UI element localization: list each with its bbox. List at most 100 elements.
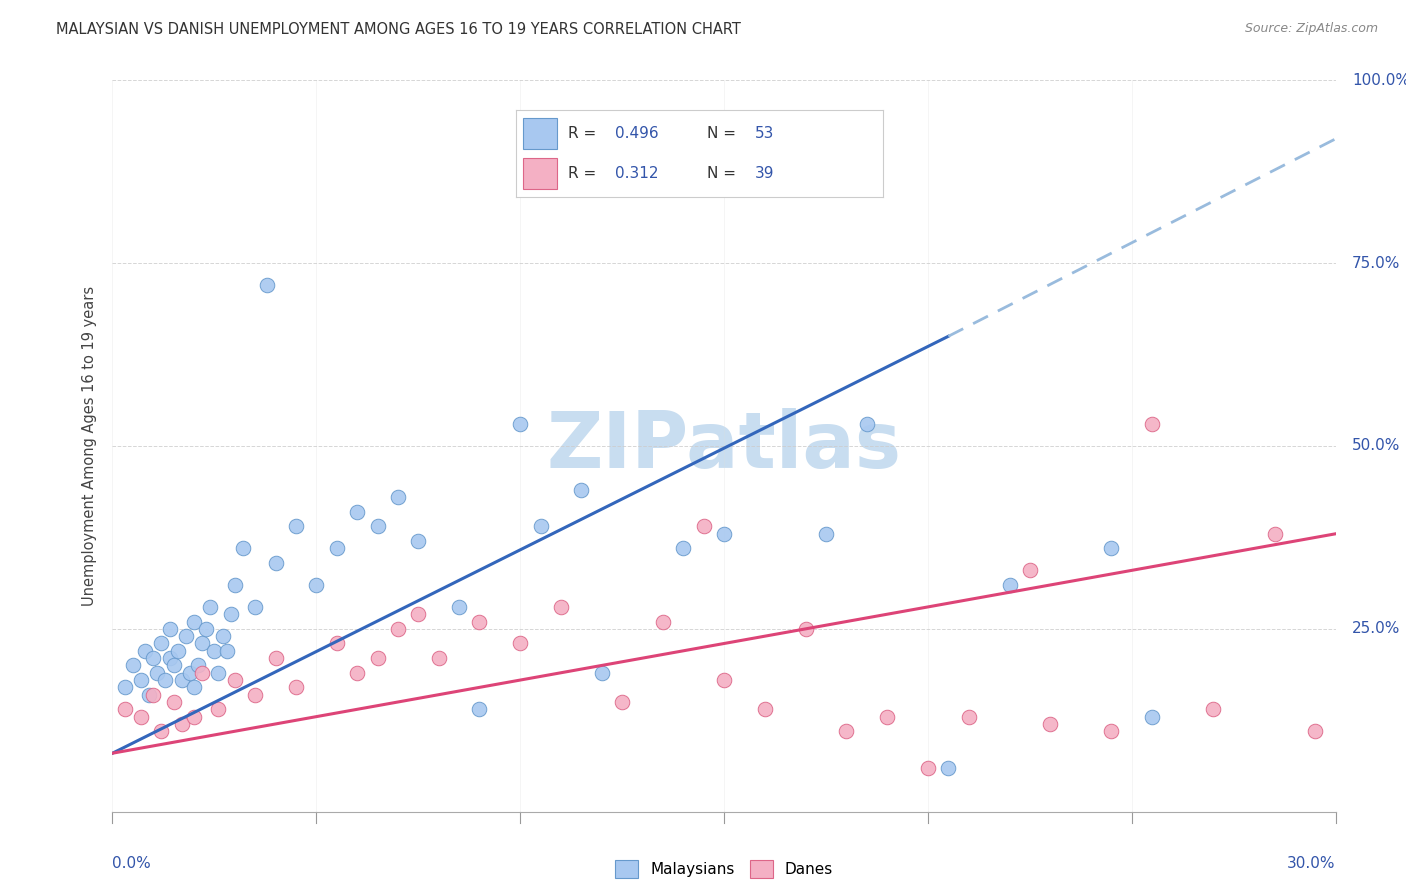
Point bbox=[957, 709, 980, 723]
Point bbox=[142, 651, 165, 665]
Text: 0.0%: 0.0% bbox=[112, 855, 152, 871]
Point bbox=[183, 709, 205, 723]
Point bbox=[1142, 709, 1164, 723]
Point bbox=[346, 505, 368, 519]
Point bbox=[187, 658, 209, 673]
Point bbox=[713, 526, 735, 541]
Point bbox=[876, 709, 898, 723]
Point bbox=[571, 483, 593, 497]
Point bbox=[256, 278, 278, 293]
Point bbox=[159, 651, 181, 665]
Point bbox=[794, 622, 817, 636]
Point bbox=[835, 724, 858, 739]
Point bbox=[998, 578, 1021, 592]
Point bbox=[529, 519, 551, 533]
Point bbox=[754, 702, 776, 716]
Point bbox=[150, 724, 173, 739]
Point bbox=[207, 665, 229, 680]
Point bbox=[1142, 417, 1164, 431]
Point bbox=[138, 688, 160, 702]
Point bbox=[652, 615, 675, 629]
Point bbox=[855, 417, 877, 431]
Point bbox=[174, 629, 197, 643]
Point bbox=[142, 688, 165, 702]
Point bbox=[207, 702, 229, 716]
Point bbox=[284, 681, 308, 695]
Point bbox=[387, 622, 409, 636]
Point bbox=[183, 615, 205, 629]
Point bbox=[264, 651, 287, 665]
Point bbox=[245, 688, 267, 702]
Point bbox=[610, 695, 633, 709]
Point bbox=[155, 673, 177, 687]
Point bbox=[550, 599, 572, 614]
Point bbox=[591, 665, 613, 680]
Point bbox=[200, 599, 222, 614]
Point bbox=[936, 761, 959, 775]
Point bbox=[427, 651, 450, 665]
Point bbox=[1264, 526, 1286, 541]
Text: Source: ZipAtlas.com: Source: ZipAtlas.com bbox=[1244, 22, 1378, 36]
Point bbox=[114, 702, 136, 716]
Point bbox=[284, 519, 308, 533]
Point bbox=[163, 695, 186, 709]
Text: 25.0%: 25.0% bbox=[1353, 622, 1400, 636]
Point bbox=[146, 665, 169, 680]
Point bbox=[195, 622, 218, 636]
Text: 50.0%: 50.0% bbox=[1353, 439, 1400, 453]
Text: ZIPatlas: ZIPatlas bbox=[547, 408, 901, 484]
Point bbox=[183, 681, 205, 695]
Point bbox=[815, 526, 838, 541]
Point bbox=[408, 607, 430, 622]
Point bbox=[114, 681, 136, 695]
Point bbox=[264, 556, 287, 570]
Point bbox=[509, 636, 531, 650]
Point bbox=[245, 599, 267, 614]
Text: 75.0%: 75.0% bbox=[1353, 256, 1400, 270]
Point bbox=[509, 417, 531, 431]
Point bbox=[224, 578, 246, 592]
Point bbox=[366, 651, 388, 665]
Point bbox=[672, 541, 695, 556]
Point bbox=[1099, 541, 1122, 556]
Point bbox=[129, 709, 152, 723]
Point bbox=[191, 636, 214, 650]
Point bbox=[713, 673, 735, 687]
Point bbox=[134, 644, 156, 658]
Point bbox=[305, 578, 328, 592]
Point bbox=[204, 644, 226, 658]
Point bbox=[191, 665, 214, 680]
Point bbox=[387, 490, 409, 504]
Point bbox=[150, 636, 173, 650]
Point bbox=[129, 673, 152, 687]
Point bbox=[163, 658, 186, 673]
Point bbox=[468, 702, 491, 716]
Point bbox=[179, 665, 201, 680]
Point bbox=[447, 599, 470, 614]
Point bbox=[215, 644, 238, 658]
Point bbox=[170, 717, 193, 731]
Legend: Malaysians, Danes: Malaysians, Danes bbox=[609, 854, 839, 885]
Point bbox=[326, 636, 349, 650]
Point bbox=[468, 615, 491, 629]
Point bbox=[1018, 563, 1040, 577]
Point bbox=[408, 534, 430, 549]
Point bbox=[232, 541, 254, 556]
Point bbox=[166, 644, 188, 658]
Point bbox=[693, 519, 716, 533]
Point bbox=[1039, 717, 1062, 731]
Point bbox=[1099, 724, 1122, 739]
Text: 100.0%: 100.0% bbox=[1353, 73, 1406, 87]
Text: 30.0%: 30.0% bbox=[1288, 855, 1336, 871]
Point bbox=[170, 673, 193, 687]
Point bbox=[1305, 724, 1327, 739]
Point bbox=[1202, 702, 1225, 716]
Y-axis label: Unemployment Among Ages 16 to 19 years: Unemployment Among Ages 16 to 19 years bbox=[82, 286, 97, 606]
Point bbox=[346, 665, 368, 680]
Point bbox=[219, 607, 242, 622]
Point bbox=[326, 541, 349, 556]
Point bbox=[917, 761, 939, 775]
Text: MALAYSIAN VS DANISH UNEMPLOYMENT AMONG AGES 16 TO 19 YEARS CORRELATION CHART: MALAYSIAN VS DANISH UNEMPLOYMENT AMONG A… bbox=[56, 22, 741, 37]
Point bbox=[211, 629, 233, 643]
Point bbox=[366, 519, 388, 533]
